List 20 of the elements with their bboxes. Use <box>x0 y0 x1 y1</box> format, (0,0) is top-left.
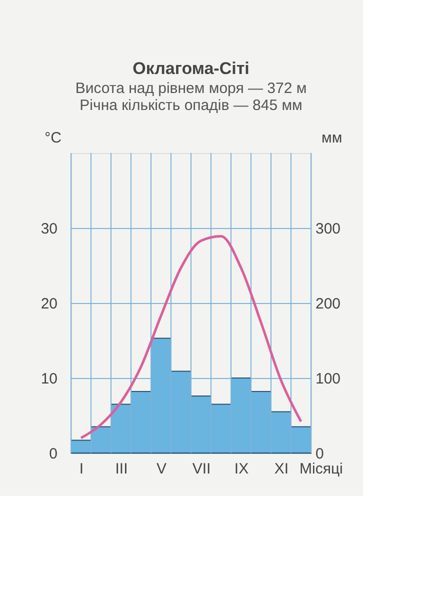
x-tick-label: I <box>79 460 84 478</box>
y2-tick-label: 200 <box>316 296 341 312</box>
y2-tick-label: 300 <box>316 220 341 238</box>
x-axis-title: Місяці <box>300 460 343 478</box>
x-tick-label: IX <box>234 460 249 478</box>
y-tick-label: 30 <box>40 220 58 238</box>
y-tick-label: 10 <box>40 370 58 388</box>
x-tick-label: III <box>115 460 128 478</box>
y2-tick-label: 100 <box>316 370 341 388</box>
y-axis-title: °C <box>44 130 62 146</box>
chart-subtitle: Висота над рівнем моря — 372 м Річна кількість опадів — 845 мм <box>75 80 307 114</box>
x-tick-label: XI <box>274 460 289 478</box>
x-tick-label: VII <box>192 460 211 478</box>
line-series <box>80 235 302 440</box>
x-tick-label: V <box>156 460 167 478</box>
y-tick-label: 0 <box>49 446 58 462</box>
y-tick-label: 20 <box>40 296 58 312</box>
chart-title: Оклагома-Сіті <box>132 59 250 78</box>
y2-tick-label: 0 <box>316 446 324 462</box>
y2-axis-title: мм <box>322 130 342 146</box>
